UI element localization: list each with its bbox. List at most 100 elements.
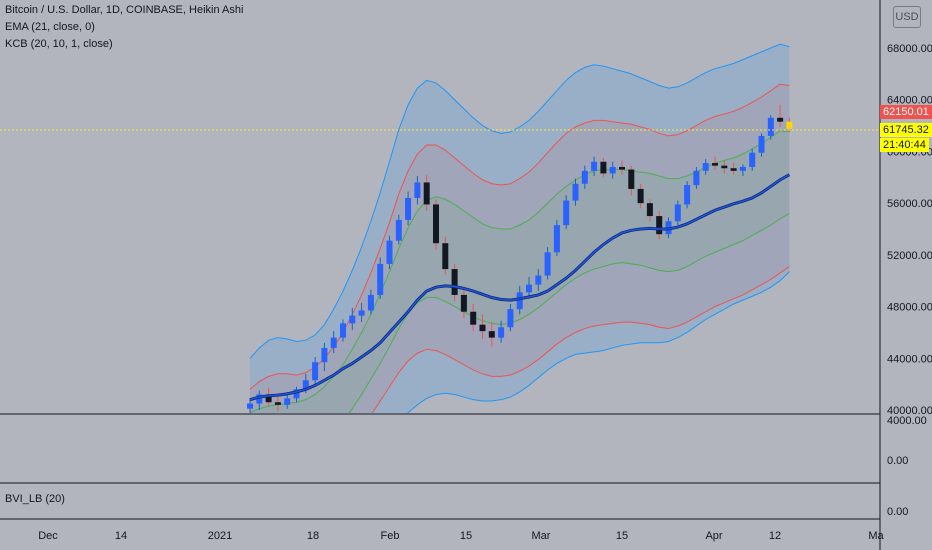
time-axis[interactable]: Dec 14 2021 18 Feb 15 Mar 15 Apr 12 Ma bbox=[38, 530, 884, 542]
candle-body bbox=[609, 166, 616, 174]
kcb-inner-fill bbox=[250, 130, 790, 413]
candle-body bbox=[451, 269, 458, 295]
candle-body bbox=[572, 183, 579, 201]
time-tick: 14 bbox=[115, 530, 127, 542]
candle-body bbox=[293, 389, 300, 399]
close-price-tag: 62150.01 bbox=[880, 105, 932, 119]
candle-body bbox=[749, 152, 756, 167]
candle-body bbox=[312, 362, 319, 381]
candle-body bbox=[386, 240, 393, 264]
candle-body bbox=[265, 394, 272, 403]
legend-bvi[interactable]: BVI_LB (20) bbox=[5, 493, 65, 505]
candle-body bbox=[321, 347, 328, 363]
candle-body bbox=[535, 275, 542, 285]
price-tick: 68000.00 bbox=[887, 43, 932, 55]
candle-body bbox=[479, 324, 486, 332]
legend-ema[interactable]: EMA (21, close, 0) bbox=[5, 21, 95, 33]
candle-body bbox=[423, 182, 430, 205]
main-price-pane[interactable] bbox=[247, 43, 793, 526]
candle-body bbox=[767, 117, 774, 136]
time-tick: 15 bbox=[460, 530, 472, 542]
kcb-outer-fill bbox=[250, 44, 790, 413]
candle-body bbox=[247, 403, 253, 409]
candle-body bbox=[367, 294, 374, 311]
candle-body bbox=[498, 327, 505, 338]
candle-body bbox=[516, 292, 523, 310]
candle-body bbox=[684, 185, 691, 205]
kcb-mid-fill bbox=[250, 84, 790, 413]
candle-body bbox=[739, 166, 746, 171]
sub-axis-tick: 0.00 bbox=[887, 455, 908, 467]
candle-body bbox=[330, 337, 337, 348]
sub-axis-tick: 0.00 bbox=[887, 506, 908, 518]
time-tick: Dec bbox=[38, 530, 58, 542]
price-axis[interactable]: 68000.0064000.0060000.0056000.0052000.00… bbox=[887, 43, 932, 417]
time-tick: 18 bbox=[307, 530, 319, 542]
candle-body bbox=[544, 252, 551, 276]
candle-body bbox=[442, 243, 449, 270]
kcb-outer-upper-line bbox=[249, 43, 790, 359]
time-tick: 12 bbox=[769, 530, 781, 542]
time-tick: 15 bbox=[616, 530, 628, 542]
ema-line bbox=[249, 174, 790, 401]
time-tick: Feb bbox=[381, 530, 400, 542]
candle-body bbox=[786, 121, 793, 129]
candle-body bbox=[553, 225, 560, 253]
time-tick: Apr bbox=[705, 530, 722, 542]
candle-body bbox=[460, 294, 467, 312]
candle-body bbox=[637, 188, 644, 204]
candle-body bbox=[693, 170, 700, 186]
time-tick: 2021 bbox=[208, 530, 232, 542]
kcb-inner-lower-line bbox=[348, 213, 790, 413]
bar-countdown-tag: 21:40:44 bbox=[880, 138, 929, 152]
price-tick: 40000.00 bbox=[887, 405, 932, 417]
candle-body bbox=[377, 263, 384, 295]
candle-body bbox=[358, 310, 365, 316]
candle-body bbox=[340, 323, 346, 338]
candle-body bbox=[777, 117, 784, 122]
candle-body bbox=[433, 204, 439, 244]
candle-body bbox=[721, 165, 728, 169]
plot-area bbox=[247, 43, 793, 413]
kcb-mid-lower-line bbox=[371, 266, 790, 413]
indicator-axis: 4000.00 0.00 0.00 bbox=[887, 415, 927, 518]
candle-body bbox=[349, 315, 356, 324]
candle-body bbox=[600, 161, 607, 174]
candle-body bbox=[405, 197, 412, 220]
price-tick: 44000.00 bbox=[887, 353, 932, 365]
price-tick: 56000.00 bbox=[887, 198, 932, 210]
currency-button[interactable]: USD bbox=[893, 6, 921, 28]
legend-kcb[interactable]: KCB (20, 10, 1, close) bbox=[5, 38, 113, 50]
candle-body bbox=[619, 166, 625, 170]
candle-body bbox=[702, 163, 709, 171]
candle-body bbox=[581, 170, 588, 184]
candle-body bbox=[526, 284, 532, 293]
candle-body bbox=[646, 203, 653, 217]
last-price-tag: 61745.32 bbox=[880, 123, 932, 137]
kcb-mid-upper-line bbox=[249, 83, 790, 390]
candle-body bbox=[656, 216, 663, 235]
candle-body bbox=[674, 204, 681, 222]
kcb-outer-lower-line bbox=[406, 271, 790, 413]
candle-body bbox=[470, 311, 477, 325]
sub-axis-tick: 4000.00 bbox=[887, 415, 927, 427]
time-tick: Mar bbox=[532, 530, 551, 542]
candle-body bbox=[628, 169, 635, 189]
candle-body bbox=[563, 200, 570, 226]
candle-body bbox=[274, 402, 281, 405]
candle-body bbox=[284, 398, 291, 405]
kcb-inner-upper-line bbox=[249, 130, 790, 413]
price-tick: 52000.00 bbox=[887, 250, 932, 262]
legend-main-series[interactable]: Bitcoin / U.S. Dollar, 1D, COINBASE, Hei… bbox=[5, 4, 244, 16]
candle-body bbox=[730, 168, 737, 171]
candle-body bbox=[395, 219, 402, 241]
candle-body bbox=[591, 161, 598, 171]
candle-body bbox=[712, 163, 718, 166]
price-tick: 48000.00 bbox=[887, 302, 932, 314]
time-tick: Ma bbox=[868, 530, 884, 542]
candle-body bbox=[758, 135, 765, 153]
candle-body bbox=[302, 380, 309, 390]
candle-body bbox=[256, 394, 263, 404]
price-tick: 64000.00 bbox=[887, 95, 932, 107]
